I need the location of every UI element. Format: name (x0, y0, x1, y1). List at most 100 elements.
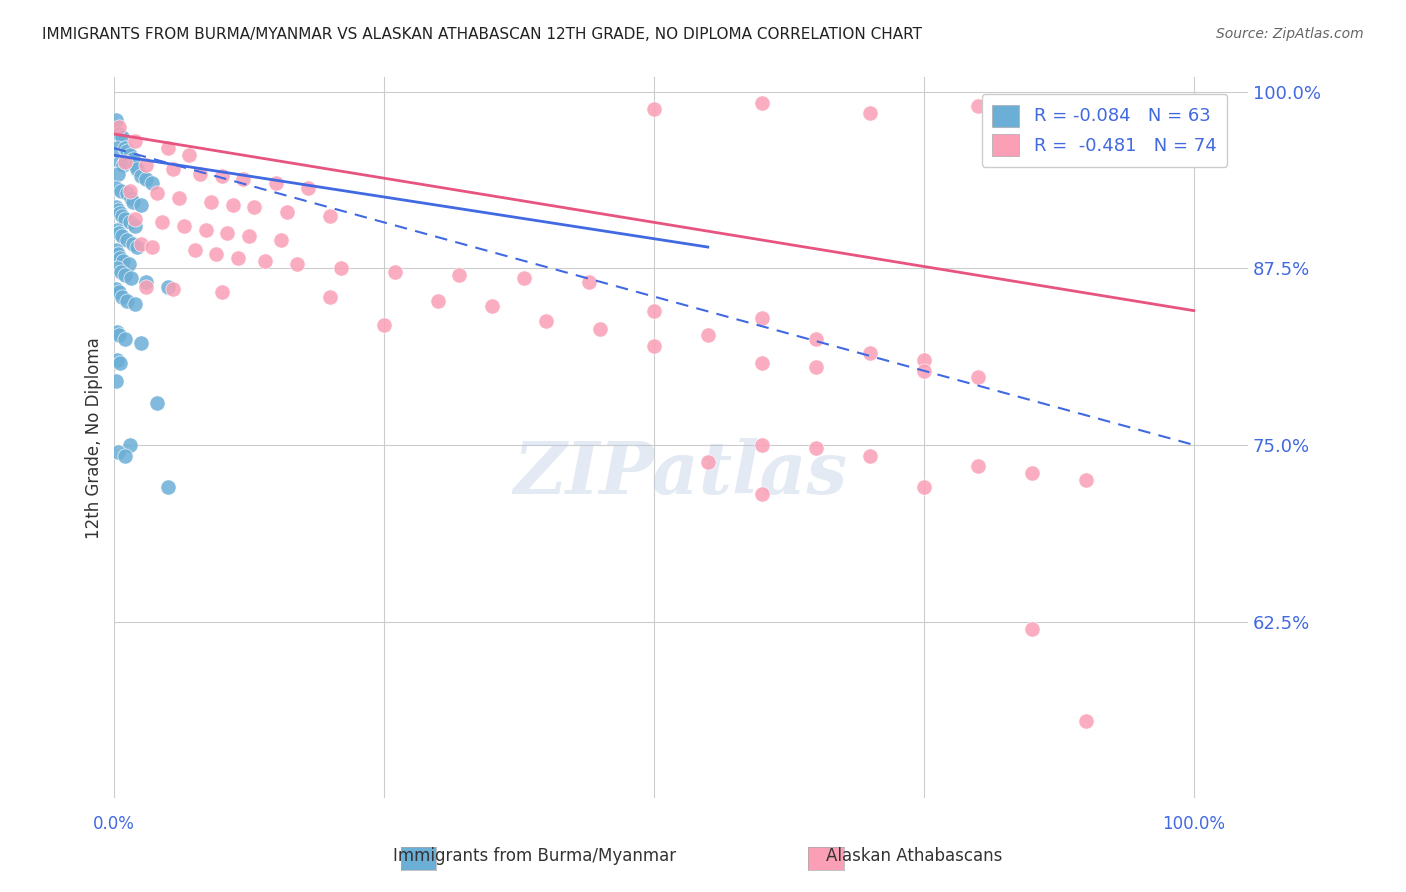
Point (105, 325, 128, 339)
Point (426, 293, 449, 308)
Point (804, 332, 827, 346)
Point (122, 194, 145, 209)
Point (696, 455, 718, 469)
Point (146, 395, 169, 409)
Point (804, 441, 827, 455)
Point (129, 336, 152, 351)
Point (156, 141, 179, 155)
Point (112, 158, 135, 172)
Point (114, 141, 136, 155)
Point (124, 158, 146, 172)
Point (124, 211, 146, 226)
Point (115, 144, 138, 158)
Point (751, 438, 773, 452)
Point (643, 303, 665, 318)
Point (114, 211, 136, 226)
Point (114, 155, 136, 169)
Point (276, 204, 298, 219)
Point (115, 186, 138, 201)
Point (751, 356, 773, 370)
Point (115, 293, 138, 308)
Point (329, 261, 352, 276)
Point (373, 318, 395, 332)
Point (107, 247, 129, 261)
Point (127, 162, 149, 177)
Point (124, 296, 146, 310)
Point (129, 197, 152, 211)
Point (859, 105, 882, 120)
Point (108, 120, 131, 134)
Point (118, 148, 141, 162)
Point (188, 167, 211, 181)
Text: Source: ZipAtlas.com: Source: ZipAtlas.com (1216, 27, 1364, 41)
Point (578, 276, 600, 290)
Point (643, 102, 665, 116)
Point (513, 271, 536, 285)
Point (264, 177, 287, 191)
Text: IMMIGRANTS FROM BURMA/MYANMAR VS ALASKAN ATHABASCAN 12TH GRADE, NO DIPLOMA CORRE: IMMIGRANTS FROM BURMA/MYANMAR VS ALASKAN… (42, 27, 922, 42)
Point (105, 141, 128, 155)
Text: Alaskan Athabascans: Alaskan Athabascans (825, 847, 1002, 865)
Point (105, 353, 128, 368)
Point (1021, 622, 1043, 636)
Legend: R = -0.084   N = 63, R =  -0.481   N = 74: R = -0.084 N = 63, R = -0.481 N = 74 (981, 94, 1227, 167)
Point (319, 209, 342, 223)
Point (211, 169, 233, 184)
Point (107, 203, 129, 218)
Point (114, 449, 136, 463)
Point (751, 95, 773, 110)
Point (114, 332, 136, 346)
Text: 100.0%: 100.0% (1163, 815, 1226, 833)
Point (104, 243, 127, 257)
Point (232, 172, 254, 186)
Point (285, 257, 308, 271)
Point (124, 219, 146, 233)
Text: Immigrants from Burma/Myanmar: Immigrants from Burma/Myanmar (392, 847, 676, 865)
Point (129, 169, 152, 184)
Point (150, 214, 173, 228)
Point (384, 265, 406, 279)
Point (135, 172, 157, 186)
Point (104, 282, 127, 296)
Point (141, 177, 163, 191)
Point (859, 346, 882, 360)
Point (108, 206, 131, 220)
Point (110, 184, 132, 198)
Point (1074, 714, 1097, 728)
Point (183, 243, 205, 257)
Point (135, 279, 157, 293)
Point (253, 254, 276, 268)
Point (966, 99, 988, 113)
Point (270, 233, 292, 247)
Point (129, 237, 152, 252)
Point (966, 370, 988, 384)
Point (1021, 466, 1043, 480)
Point (120, 271, 142, 285)
Point (194, 223, 217, 237)
Point (114, 268, 136, 283)
Point (135, 158, 157, 172)
Point (112, 254, 135, 268)
Point (104, 374, 127, 388)
Point (108, 127, 131, 141)
Point (643, 339, 665, 353)
Point (205, 247, 228, 261)
Point (110, 265, 132, 279)
Point (481, 299, 503, 313)
Point (156, 480, 179, 494)
Point (804, 360, 827, 375)
Point (696, 327, 718, 342)
Point (135, 276, 157, 290)
Point (104, 180, 127, 194)
Point (297, 180, 319, 194)
Point (104, 112, 127, 127)
Point (179, 148, 201, 162)
Point (111, 209, 134, 223)
Point (912, 480, 935, 494)
Point (226, 252, 249, 266)
Point (200, 194, 222, 209)
Point (105, 261, 128, 276)
Point (751, 310, 773, 325)
Point (1074, 473, 1097, 487)
Point (118, 438, 141, 452)
